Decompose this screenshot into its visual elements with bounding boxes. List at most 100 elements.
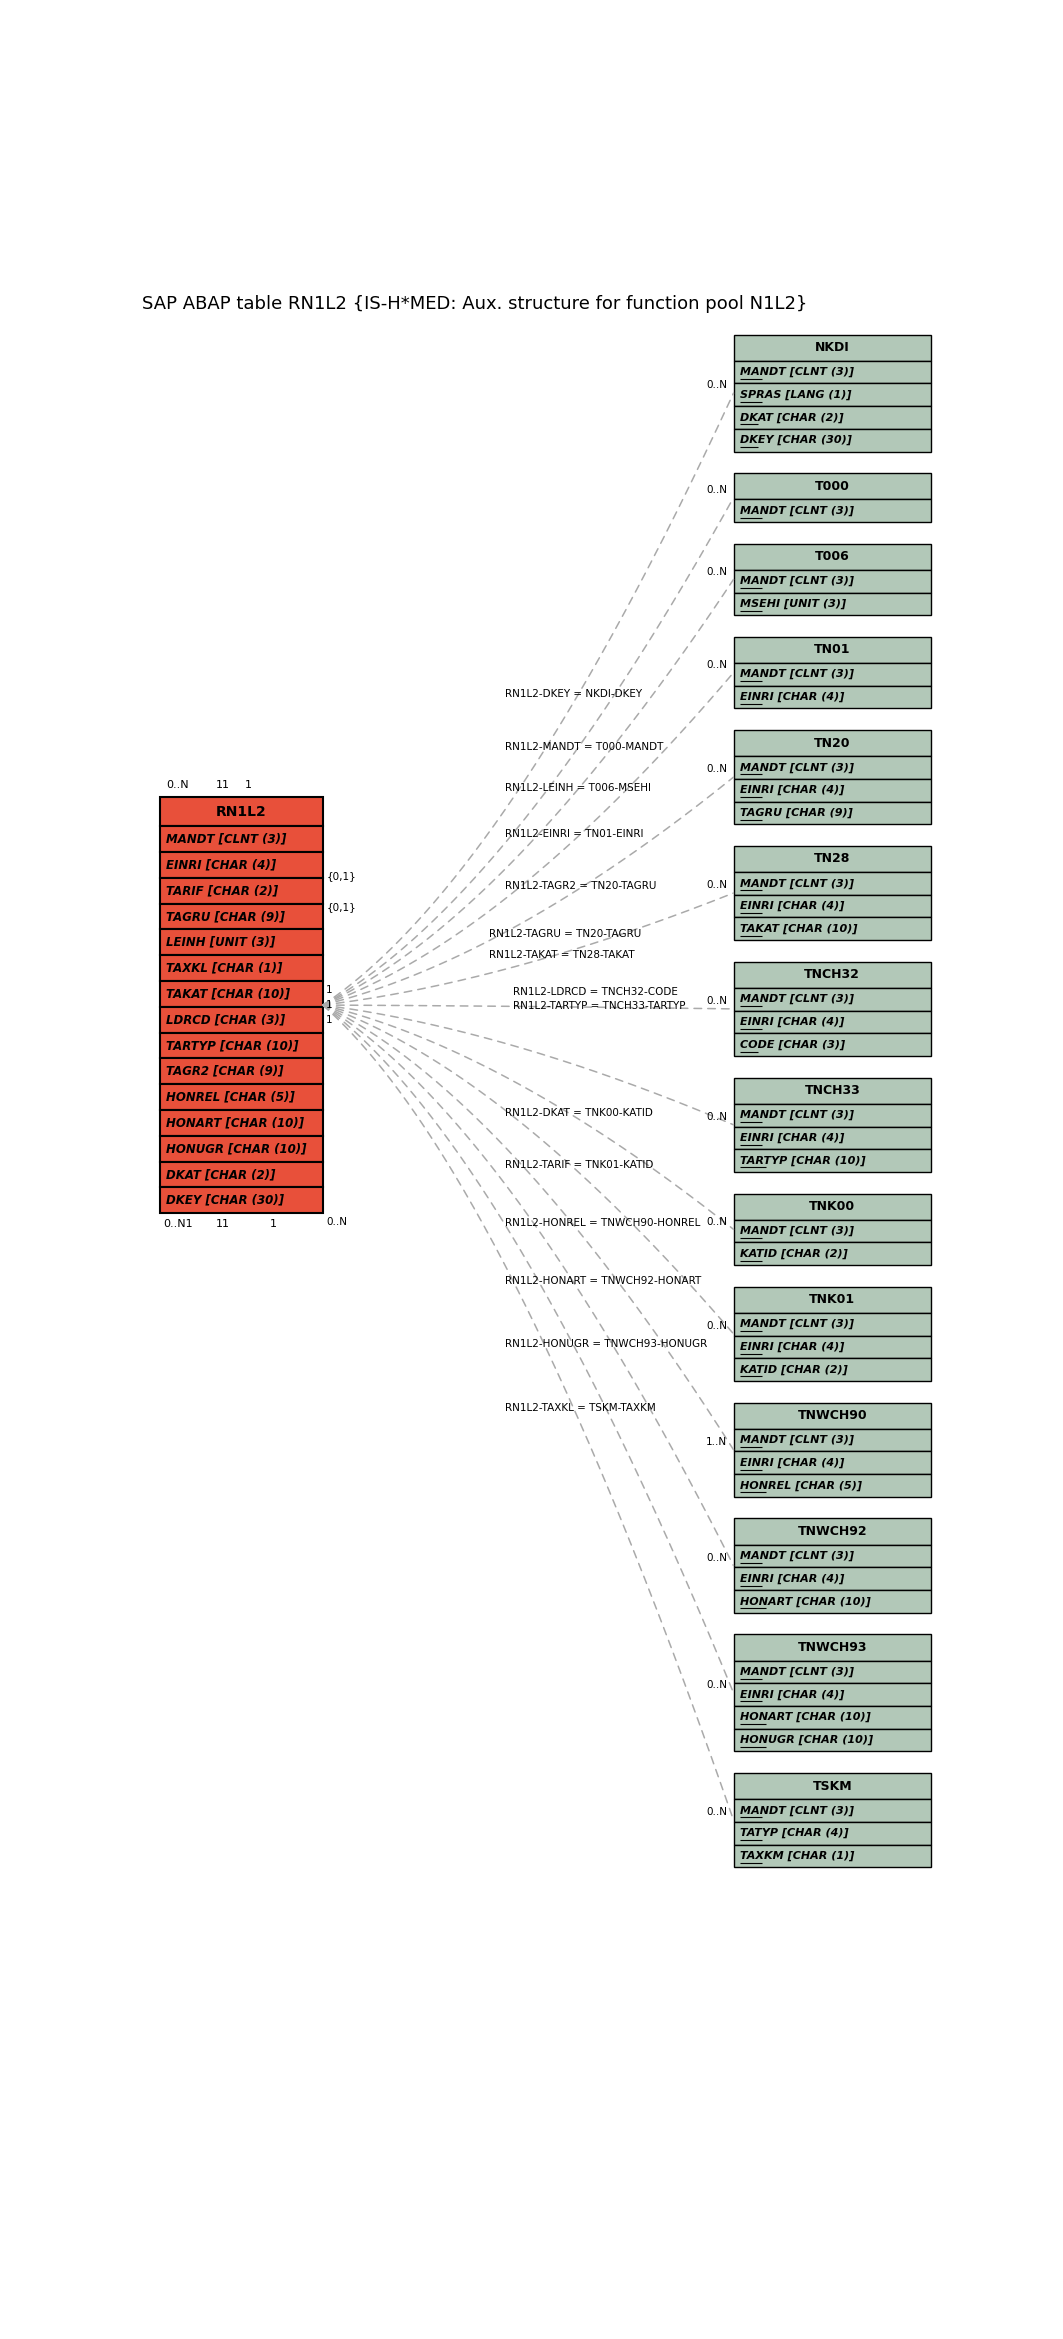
FancyBboxPatch shape bbox=[733, 1518, 931, 1544]
FancyBboxPatch shape bbox=[733, 755, 931, 779]
FancyBboxPatch shape bbox=[733, 498, 931, 522]
Text: RN1L2-MANDT = T000-MANDT: RN1L2-MANDT = T000-MANDT bbox=[505, 741, 663, 751]
Text: EINRI [CHAR (4)]: EINRI [CHAR (4)] bbox=[740, 1574, 844, 1584]
Text: MANDT [CLNT (3)]: MANDT [CLNT (3)] bbox=[740, 994, 854, 1003]
Text: 0..N: 0..N bbox=[706, 996, 727, 1006]
Text: 0..N1: 0..N1 bbox=[163, 1219, 192, 1228]
Text: EINRI [CHAR (4)]: EINRI [CHAR (4)] bbox=[740, 1343, 844, 1352]
FancyBboxPatch shape bbox=[733, 662, 931, 685]
Text: 0..N: 0..N bbox=[706, 381, 727, 391]
Text: 0..N: 0..N bbox=[706, 1322, 727, 1331]
Text: KATID [CHAR (2)]: KATID [CHAR (2)] bbox=[740, 1364, 847, 1375]
Text: HONREL [CHAR (5)]: HONREL [CHAR (5)] bbox=[740, 1481, 862, 1490]
FancyBboxPatch shape bbox=[733, 1336, 931, 1359]
FancyBboxPatch shape bbox=[733, 872, 931, 896]
FancyBboxPatch shape bbox=[733, 636, 931, 662]
Text: 0..N: 0..N bbox=[326, 1216, 348, 1226]
Text: TN01: TN01 bbox=[814, 643, 850, 657]
FancyBboxPatch shape bbox=[733, 1453, 931, 1474]
Text: MANDT [CLNT (3)]: MANDT [CLNT (3)] bbox=[166, 833, 287, 847]
FancyBboxPatch shape bbox=[161, 1031, 323, 1057]
Text: RN1L2-LDRCD = TNCH32-CODE: RN1L2-LDRCD = TNCH32-CODE bbox=[512, 987, 677, 996]
Text: TNCH32: TNCH32 bbox=[805, 968, 860, 982]
FancyBboxPatch shape bbox=[733, 1567, 931, 1591]
Text: TARTYP [CHAR (10)]: TARTYP [CHAR (10)] bbox=[166, 1039, 299, 1053]
Text: RN1L2-HONUGR = TNWCH93-HONUGR: RN1L2-HONUGR = TNWCH93-HONUGR bbox=[505, 1340, 707, 1350]
Text: TAKAT [CHAR (10)]: TAKAT [CHAR (10)] bbox=[166, 987, 290, 1001]
Text: LDRCD [CHAR (3)]: LDRCD [CHAR (3)] bbox=[166, 1013, 285, 1027]
Text: 0..N: 0..N bbox=[706, 1216, 727, 1226]
Text: EINRI [CHAR (4)]: EINRI [CHAR (4)] bbox=[740, 1457, 844, 1469]
Text: 1: 1 bbox=[326, 1015, 333, 1024]
FancyBboxPatch shape bbox=[733, 896, 931, 917]
FancyBboxPatch shape bbox=[733, 1104, 931, 1127]
Text: RN1L2: RN1L2 bbox=[216, 805, 267, 819]
Text: EINRI [CHAR (4)]: EINRI [CHAR (4)] bbox=[740, 1132, 844, 1144]
Text: LEINH [UNIT (3)]: LEINH [UNIT (3)] bbox=[166, 936, 275, 950]
FancyBboxPatch shape bbox=[733, 1544, 931, 1567]
FancyBboxPatch shape bbox=[733, 334, 931, 360]
FancyBboxPatch shape bbox=[733, 987, 931, 1010]
Text: HONART [CHAR (10)]: HONART [CHAR (10)] bbox=[166, 1116, 304, 1130]
Text: HONUGR [CHAR (10)]: HONUGR [CHAR (10)] bbox=[740, 1736, 873, 1745]
FancyBboxPatch shape bbox=[733, 1078, 931, 1104]
Text: EINRI [CHAR (4)]: EINRI [CHAR (4)] bbox=[740, 692, 844, 702]
FancyBboxPatch shape bbox=[733, 1034, 931, 1057]
FancyBboxPatch shape bbox=[733, 1429, 931, 1453]
Text: HONART [CHAR (10)]: HONART [CHAR (10)] bbox=[740, 1712, 871, 1722]
Text: EINRI [CHAR (4)]: EINRI [CHAR (4)] bbox=[740, 1689, 844, 1700]
Text: 1: 1 bbox=[270, 1219, 277, 1228]
FancyBboxPatch shape bbox=[733, 472, 931, 498]
FancyBboxPatch shape bbox=[161, 1057, 323, 1085]
FancyBboxPatch shape bbox=[733, 1286, 931, 1312]
Text: EINRI [CHAR (4)]: EINRI [CHAR (4)] bbox=[740, 786, 844, 795]
Text: TAKAT [CHAR (10)]: TAKAT [CHAR (10)] bbox=[740, 924, 857, 933]
FancyBboxPatch shape bbox=[161, 980, 323, 1006]
FancyBboxPatch shape bbox=[161, 929, 323, 954]
Text: 0..N: 0..N bbox=[166, 779, 189, 791]
Text: 0..N: 0..N bbox=[706, 879, 727, 891]
Text: CODE [CHAR (3)]: CODE [CHAR (3)] bbox=[740, 1039, 845, 1050]
Text: DKAT [CHAR (2)]: DKAT [CHAR (2)] bbox=[166, 1167, 275, 1181]
Text: MANDT [CLNT (3)]: MANDT [CLNT (3)] bbox=[740, 669, 854, 678]
Text: TN20: TN20 bbox=[814, 737, 850, 748]
FancyBboxPatch shape bbox=[733, 1822, 931, 1845]
FancyBboxPatch shape bbox=[733, 360, 931, 384]
Text: MSEHI [UNIT (3)]: MSEHI [UNIT (3)] bbox=[740, 599, 846, 608]
Text: TN28: TN28 bbox=[814, 851, 850, 865]
Text: 0..N: 0..N bbox=[706, 566, 727, 578]
FancyBboxPatch shape bbox=[733, 571, 931, 592]
Text: 1: 1 bbox=[246, 779, 252, 791]
Text: MANDT [CLNT (3)]: MANDT [CLNT (3)] bbox=[740, 1806, 854, 1815]
Text: MANDT [CLNT (3)]: MANDT [CLNT (3)] bbox=[740, 1226, 854, 1237]
Text: EINRI [CHAR (4)]: EINRI [CHAR (4)] bbox=[740, 1017, 844, 1027]
Text: MANDT [CLNT (3)]: MANDT [CLNT (3)] bbox=[740, 505, 854, 517]
Text: RN1L2-HONART = TNWCH92-HONART: RN1L2-HONART = TNWCH92-HONART bbox=[505, 1275, 702, 1286]
FancyBboxPatch shape bbox=[733, 543, 931, 571]
Text: RN1L2-DKEY = NKDI-DKEY: RN1L2-DKEY = NKDI-DKEY bbox=[505, 690, 642, 699]
Text: 0..N: 0..N bbox=[706, 1808, 727, 1817]
Text: TNK01: TNK01 bbox=[809, 1293, 856, 1305]
Text: TARIF [CHAR (2)]: TARIF [CHAR (2)] bbox=[166, 884, 279, 898]
Text: SPRAS [LANG (1)]: SPRAS [LANG (1)] bbox=[740, 391, 851, 400]
FancyBboxPatch shape bbox=[733, 1127, 931, 1148]
Text: 0..N: 0..N bbox=[706, 1111, 727, 1123]
FancyBboxPatch shape bbox=[161, 954, 323, 980]
Text: TAXKL [CHAR (1)]: TAXKL [CHAR (1)] bbox=[166, 961, 283, 975]
FancyBboxPatch shape bbox=[733, 730, 931, 755]
FancyBboxPatch shape bbox=[733, 1219, 931, 1242]
FancyBboxPatch shape bbox=[733, 1591, 931, 1614]
Text: TARTYP [CHAR (10)]: TARTYP [CHAR (10)] bbox=[740, 1155, 865, 1165]
FancyBboxPatch shape bbox=[161, 798, 323, 826]
Text: TATYP [CHAR (4)]: TATYP [CHAR (4)] bbox=[740, 1829, 848, 1838]
FancyBboxPatch shape bbox=[161, 1111, 323, 1137]
Text: TNWCH93: TNWCH93 bbox=[797, 1642, 867, 1654]
FancyBboxPatch shape bbox=[733, 1193, 931, 1219]
Text: 11: 11 bbox=[216, 1219, 230, 1228]
Text: 0..N: 0..N bbox=[706, 1679, 727, 1691]
FancyBboxPatch shape bbox=[161, 1162, 323, 1188]
Text: RN1L2-TARIF = TNK01-KATID: RN1L2-TARIF = TNK01-KATID bbox=[505, 1160, 654, 1170]
Text: EINRI [CHAR (4)]: EINRI [CHAR (4)] bbox=[166, 858, 276, 872]
FancyBboxPatch shape bbox=[733, 428, 931, 451]
Text: 1: 1 bbox=[326, 1001, 333, 1010]
